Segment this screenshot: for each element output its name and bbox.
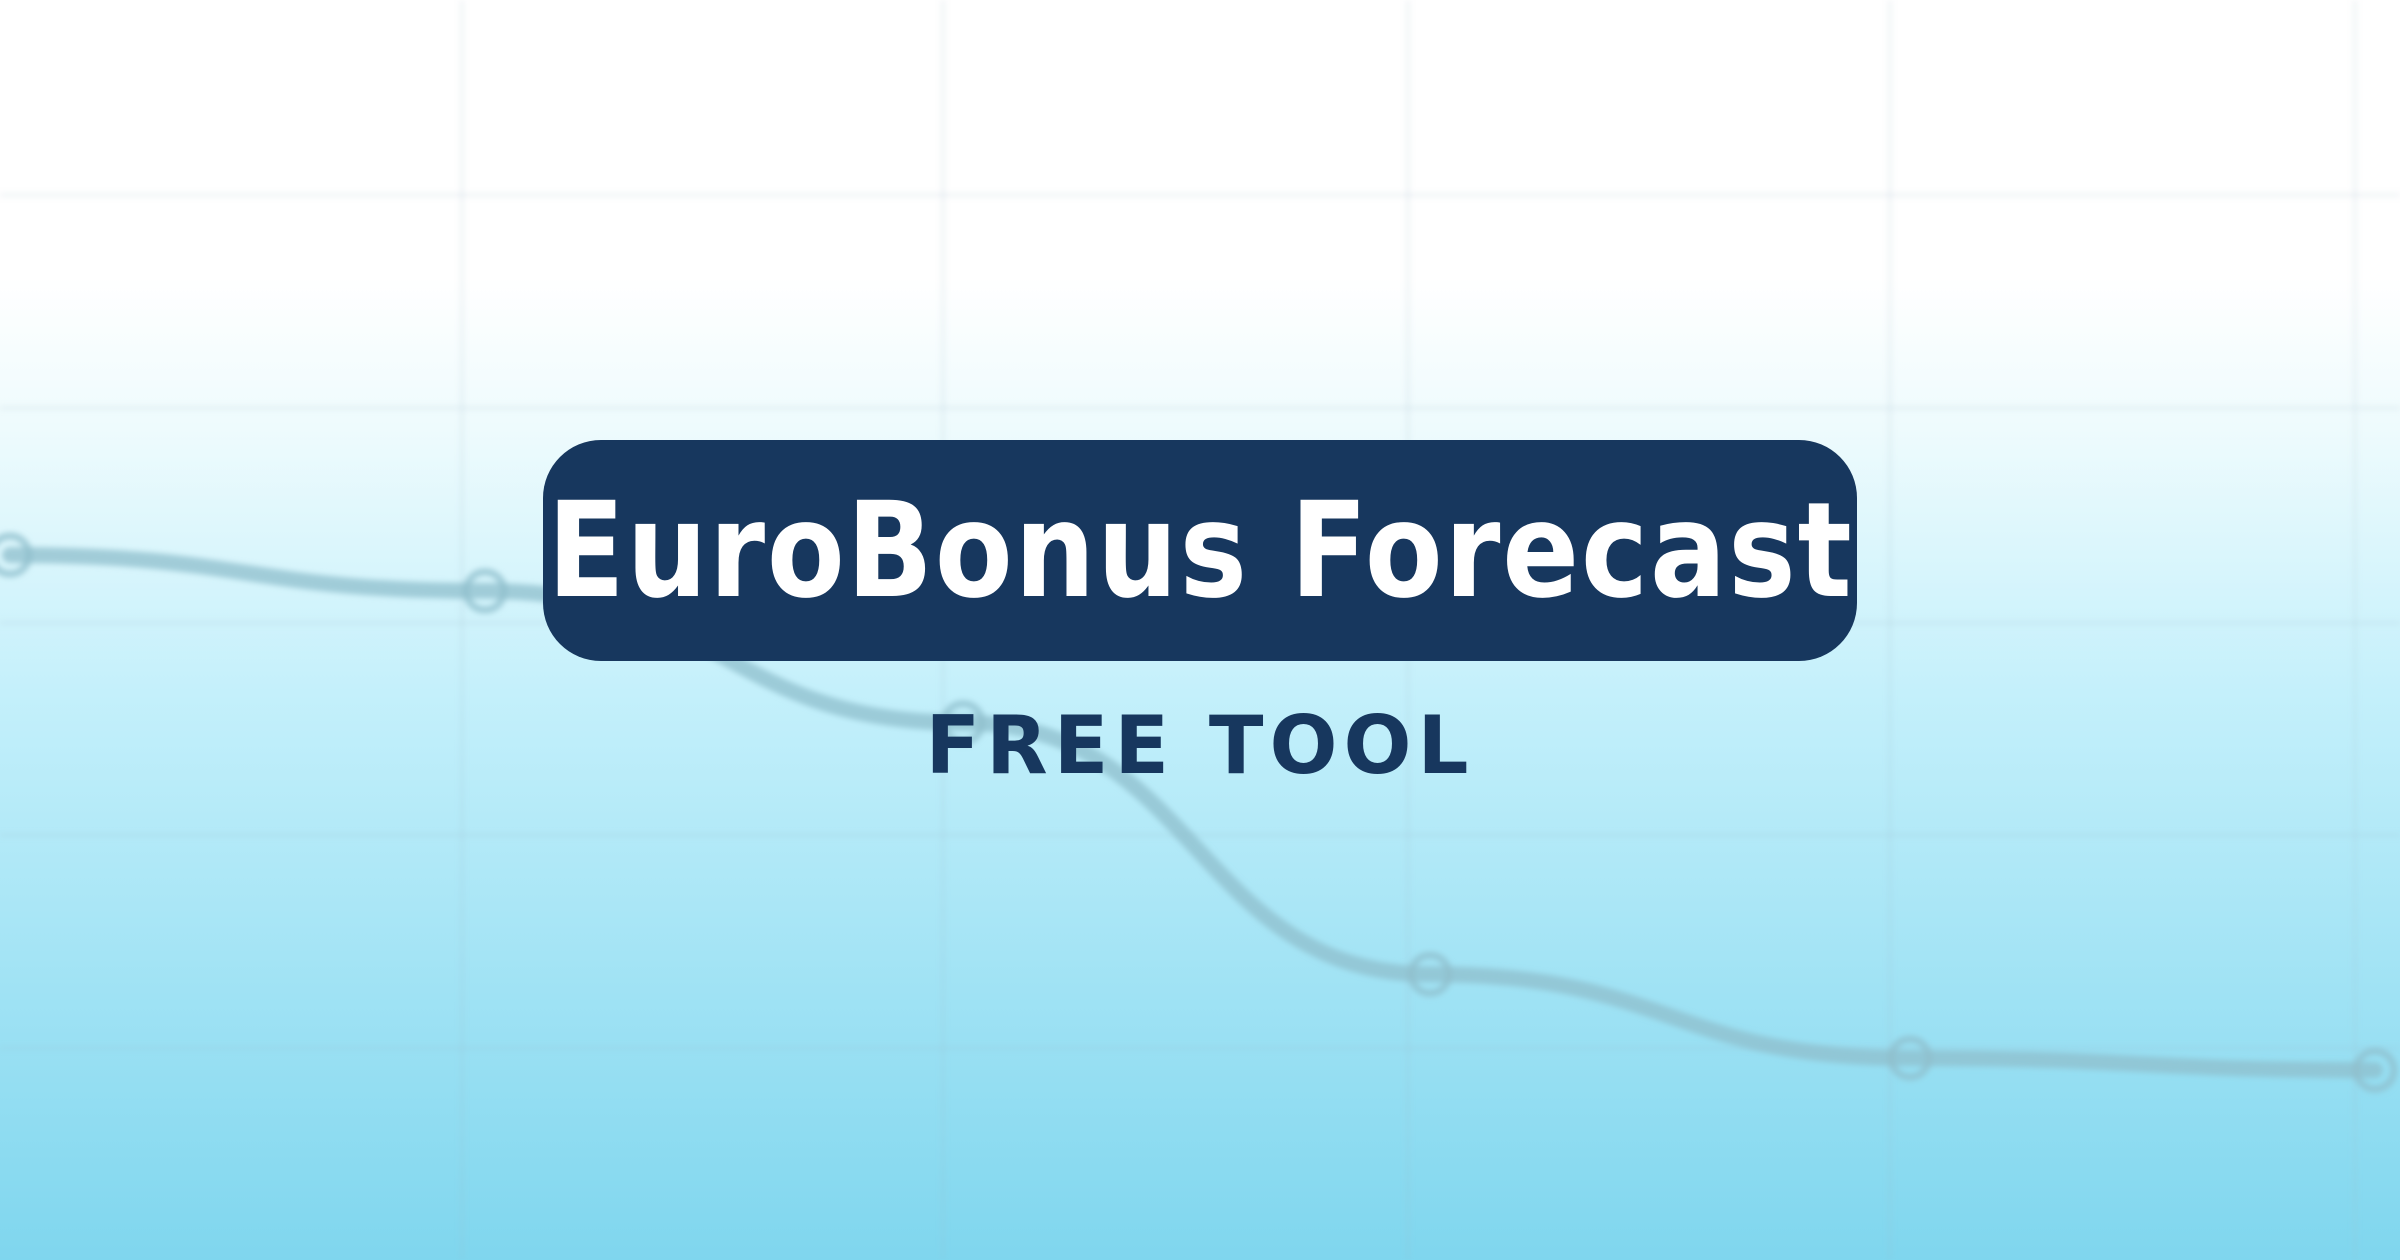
subtitle-label: FREE TOOL (925, 699, 1475, 792)
decorative-trend-line (0, 532, 2398, 1093)
trend-point (462, 568, 508, 614)
trend-point (1407, 951, 1453, 997)
trend-point (1887, 1035, 1933, 1081)
trend-point (940, 700, 986, 746)
trend-path (2, 547, 2383, 1079)
title-badge: EuroBonus Forecast (543, 440, 1857, 661)
trend-point (0, 532, 33, 578)
trend-point (2352, 1047, 2398, 1093)
page-title: EuroBonus Forecast (546, 473, 1854, 628)
